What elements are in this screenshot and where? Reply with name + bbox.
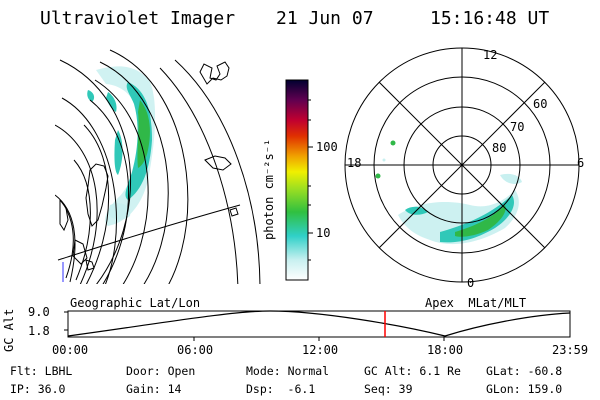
polar-mlt-18: 18 bbox=[347, 156, 362, 170]
polar-grid bbox=[344, 47, 580, 283]
param-gc-alt: GC Alt: 6.1 Re bbox=[364, 364, 461, 378]
aurora-emission-geo bbox=[87, 66, 156, 226]
colorbar-tick-10: 10 bbox=[316, 226, 331, 240]
param-gain: Gain: 14 bbox=[126, 382, 182, 396]
aurora-emission-polar bbox=[375, 140, 522, 245]
param-dsp: Dsp: -6.1 bbox=[246, 382, 316, 396]
x-tick-0600: 06:00 bbox=[177, 343, 214, 357]
param-ip: IP: 36.0 bbox=[10, 382, 66, 396]
param-door: Door: Open bbox=[126, 364, 196, 378]
x-tick-2359: 23:59 bbox=[552, 343, 589, 357]
geographic-map bbox=[55, 49, 261, 284]
x-tick-1200: 12:00 bbox=[302, 343, 339, 357]
x-tick-1800: 18:00 bbox=[427, 343, 464, 357]
alt-tick-low: 1.8 bbox=[28, 324, 50, 338]
polar-lat-60: 60 bbox=[533, 97, 548, 111]
param-glon: GLon: 159.0 bbox=[486, 382, 563, 396]
geo-caption: Geographic Lat/Lon bbox=[70, 296, 201, 310]
polar-mlt-0: 0 bbox=[467, 276, 475, 290]
colorbar-tick-100: 100 bbox=[316, 140, 338, 154]
alt-axis-label: GC Alt bbox=[2, 308, 16, 352]
polar-mlt-6: 6 bbox=[577, 156, 585, 170]
param-seq: Seq: 39 bbox=[364, 382, 413, 396]
colorbar bbox=[285, 79, 313, 281]
time-label: 15:16:48 UT bbox=[430, 8, 550, 29]
apex-caption: Apex MLat/MLT bbox=[425, 296, 527, 310]
polar-lat-70: 70 bbox=[510, 120, 525, 134]
alt-tick-high: 9.0 bbox=[28, 305, 50, 319]
polar-lat-80: 80 bbox=[492, 141, 507, 155]
date-label: 21 Jun 07 bbox=[276, 8, 374, 29]
x-tick-0000: 00:00 bbox=[52, 343, 89, 357]
param-mode: Mode: Normal bbox=[246, 364, 330, 378]
colorbar-unit-label: photon cm⁻²s⁻¹ bbox=[262, 138, 276, 240]
param-glat: GLat: -60.8 bbox=[486, 364, 563, 378]
polar-mlt-12: 12 bbox=[483, 48, 498, 62]
altitude-plot bbox=[64, 310, 571, 341]
param-flt: Flt: LBHL bbox=[10, 364, 73, 378]
instrument-title: Ultraviolet Imager bbox=[40, 8, 236, 29]
